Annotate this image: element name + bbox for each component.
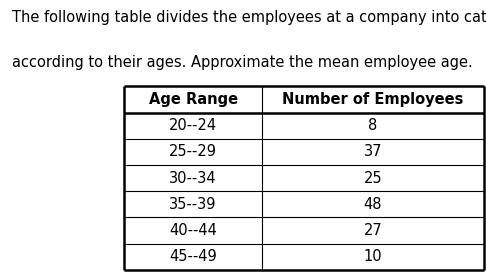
Text: 25: 25 xyxy=(364,171,382,185)
Text: 48: 48 xyxy=(364,197,382,212)
Text: 25--29: 25--29 xyxy=(169,144,217,159)
Text: Age Range: Age Range xyxy=(149,92,238,107)
Text: 20--24: 20--24 xyxy=(169,118,217,133)
Text: 40--44: 40--44 xyxy=(169,223,217,238)
Text: Number of Employees: Number of Employees xyxy=(282,92,464,107)
Text: 35--39: 35--39 xyxy=(170,197,217,212)
Text: 27: 27 xyxy=(364,223,382,238)
Text: 10: 10 xyxy=(364,249,382,264)
Text: according to their ages. Approximate the mean employee age.: according to their ages. Approximate the… xyxy=(12,55,473,70)
Text: 8: 8 xyxy=(368,118,378,133)
Text: 37: 37 xyxy=(364,144,382,159)
Text: 45--49: 45--49 xyxy=(169,249,217,264)
Text: The following table divides the employees at a company into catego: The following table divides the employee… xyxy=(12,10,486,25)
Text: 30--34: 30--34 xyxy=(169,171,217,185)
